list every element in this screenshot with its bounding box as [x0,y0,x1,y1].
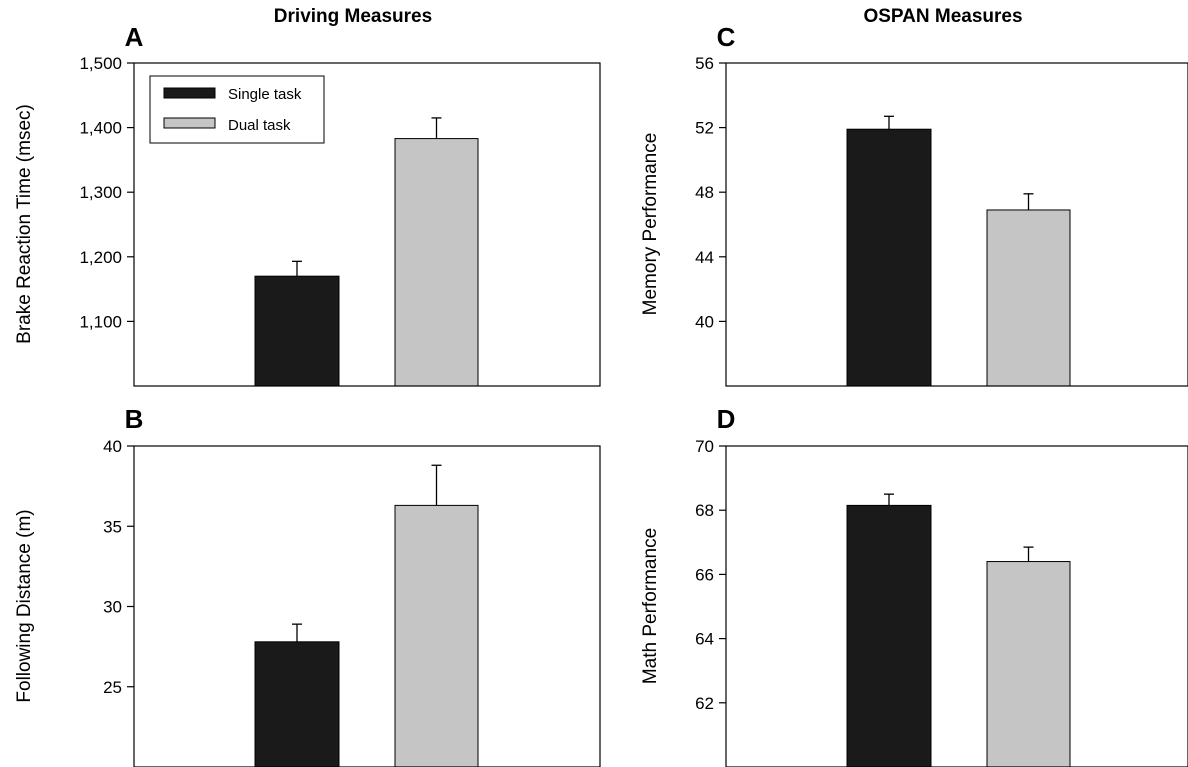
y-tick-label-d: 62 [695,694,714,713]
y-tick-label-c: 52 [695,119,714,138]
y-tick-label-c: 44 [695,248,714,267]
y-axis-label-b: Following Distance (m) [14,509,35,702]
y-tick-label-a: 1,200 [79,248,122,267]
y-tick-label-b: 25 [103,678,122,697]
legend-label-single: Single task [228,86,302,103]
ospan-measures-title: OSPAN Measures [863,6,1022,27]
panel-a-brake-reaction-time: A 1,100 1,200 1,300 1,400 1,500 Brake Reaction… [14,22,601,387]
y-axis-label-d: Math Performance [640,528,661,684]
y-tick-label-c: 48 [695,183,714,202]
y-axis-label-c: Memory Performance [640,133,661,316]
panel-letter-a: A [125,22,144,52]
bar-c-dual [986,209,1071,387]
panel-c-memory-performance: C 40 44 48 52 56 Memory Performance [640,22,1188,387]
panel-letter-d: D [717,404,736,434]
panel-d-math-performance: D 62 64 66 68 70 Math Performance [640,404,1188,767]
y-tick-label-c: 40 [695,312,714,331]
bar-a-single [254,275,340,387]
y-tick-label-b: 30 [103,598,122,617]
bar-b-dual [394,504,479,767]
bar-d-dual [986,561,1071,767]
y-tick-label-d: 64 [695,630,714,649]
y-tick-label-a: 1,100 [79,312,122,331]
plot-frame-d [725,445,1188,767]
legend: Single task Dual task [149,75,325,144]
bar-d-single [846,504,932,767]
legend-frame [149,75,325,144]
driving-measures-title: Driving Measures [274,6,432,27]
legend-swatch-single [163,87,216,99]
y-tick-label-c: 56 [695,54,714,73]
y-tick-label-a: 1,500 [79,54,122,73]
y-tick-label-a: 1,300 [79,183,122,202]
bar-c-single [846,128,932,387]
panel-letter-b: B [125,404,144,434]
panel-b-following-distance: B 25 30 35 40 Following Distance (m) [14,404,601,767]
y-tick-label-b: 35 [103,517,122,536]
plot-frame-b [133,445,601,767]
y-tick-label-d: 68 [695,501,714,520]
legend-label-dual: Dual task [228,117,291,134]
y-tick-label-b: 40 [103,437,122,456]
y-axis-label-a: Brake Reaction Time (msec) [14,104,35,344]
y-tick-label-d: 70 [695,437,714,456]
panel-letter-c: C [717,22,736,52]
plot-frame-a [133,62,601,387]
y-tick-label-d: 66 [695,565,714,584]
bar-a-dual [394,138,479,387]
bar-b-single [254,641,340,767]
legend-swatch-dual [163,117,216,129]
plot-frame-c [725,62,1188,387]
y-tick-label-a: 1,400 [79,119,122,138]
